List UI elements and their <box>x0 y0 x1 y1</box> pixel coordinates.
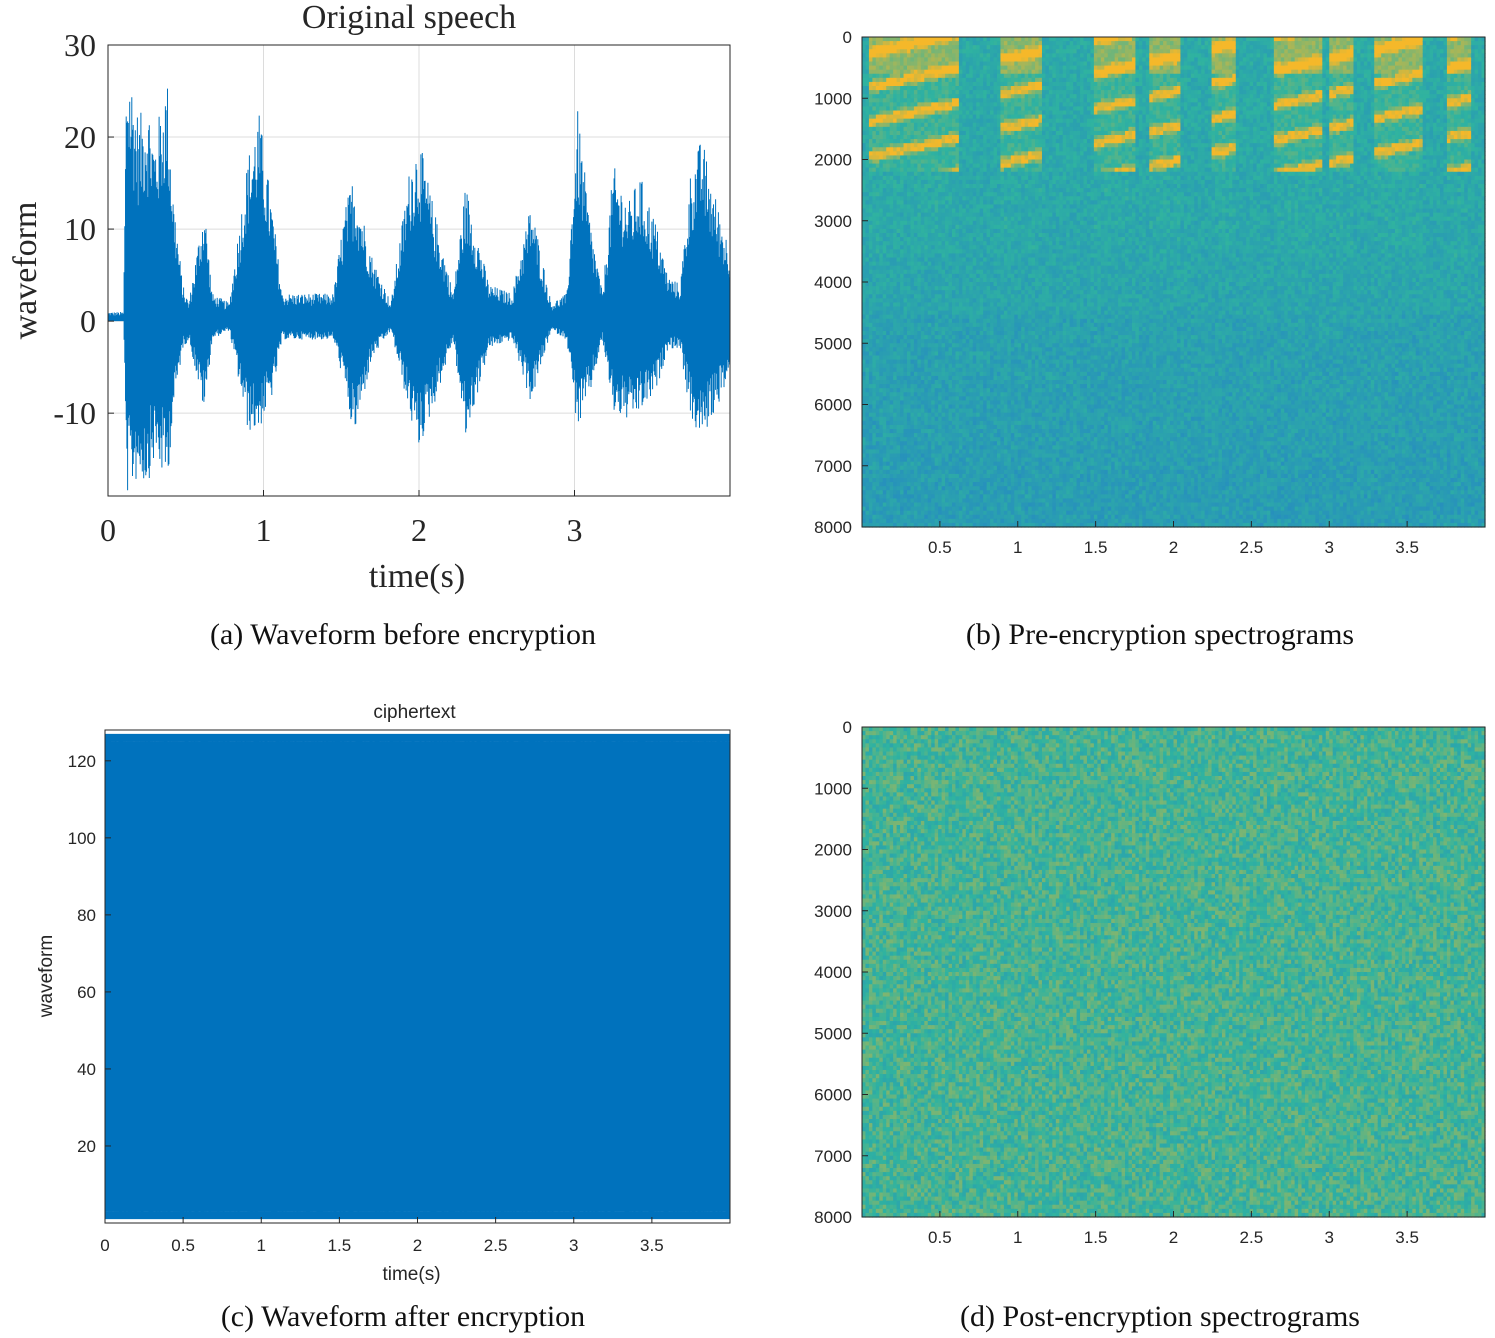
y-tick-label: 60 <box>77 983 96 1002</box>
x-tick-label: 1 <box>256 512 272 548</box>
y-tick-label: 6000 <box>814 1086 852 1105</box>
y-tick-label: 10 <box>64 211 96 247</box>
x-tick-label: 1.5 <box>1084 1228 1108 1247</box>
y-axis-label: waveform <box>36 935 57 1018</box>
x-tick-label: 2 <box>1169 538 1178 557</box>
caption-c: (c) Waveform after encryption <box>221 1300 585 1334</box>
y-tick-label: 30 <box>64 27 96 63</box>
x-tick-label: 0 <box>100 512 116 548</box>
y-tick-label: 8000 <box>814 518 852 537</box>
x-tick-label: 2.5 <box>484 1236 508 1255</box>
x-tick-label: 0.5 <box>928 538 952 557</box>
spectrogram-image <box>862 727 1486 1218</box>
x-tick-label: 3 <box>1325 538 1334 557</box>
y-axis-label: waveform <box>7 202 44 340</box>
y-tick-label: 20 <box>64 119 96 155</box>
x-tick-label: 2 <box>1169 1228 1178 1247</box>
y-tick-label: 80 <box>77 906 96 925</box>
caption-d: (d) Post-encryption spectrograms <box>960 1300 1360 1334</box>
caption-b: (b) Pre-encryption spectrograms <box>966 618 1354 652</box>
ciphertext-body <box>105 742 730 1212</box>
y-tick-label: 2000 <box>814 151 852 170</box>
x-tick-label: 2.5 <box>1240 538 1264 557</box>
x-axis-label: time(s) <box>382 1264 440 1285</box>
y-tick-label: 7000 <box>814 1147 852 1166</box>
y-tick-label: 2000 <box>814 841 852 860</box>
x-tick-label: 2 <box>413 1236 422 1255</box>
x-tick-label: 1 <box>257 1236 266 1255</box>
y-tick-label: 0 <box>843 718 852 737</box>
y-tick-label: 120 <box>68 752 96 771</box>
y-tick-label: 3000 <box>814 902 852 921</box>
y-tick-label: 0 <box>843 28 852 47</box>
y-tick-label: 8000 <box>814 1208 852 1227</box>
x-tick-label: 3.5 <box>640 1236 664 1255</box>
x-tick-label: 1.5 <box>1084 538 1108 557</box>
y-tick-label: 6000 <box>814 396 852 415</box>
x-tick-label: 3 <box>1325 1228 1334 1247</box>
chart-b: 0.5 1 1.5 2 2.5 3 3.5 0 1000 2000 3000 4000 5000 6000… <box>745 0 1495 610</box>
y-tick-label: 100 <box>68 829 96 848</box>
x-tick-label: 2 <box>411 512 427 548</box>
chart-title: ciphertext <box>373 702 456 723</box>
y-tick-label: 1000 <box>814 89 852 108</box>
x-tick-label: 0 <box>100 1236 109 1255</box>
y-tick-label: -10 <box>53 395 96 431</box>
x-tick-label: 3.5 <box>1395 538 1419 557</box>
chart-a: 0 1 2 3 30 20 10 0 -10 Original speech time(s) wave… <box>0 0 750 610</box>
y-tick-label: 40 <box>77 1060 96 1079</box>
chart-c: 0 0.5 1 1.5 2 2.5 3 3.5 120 100 80 60 40 20 ciphertext… <box>0 690 750 1295</box>
y-tick-label: 4000 <box>814 963 852 982</box>
y-tick-label: 20 <box>77 1137 96 1156</box>
y-tick-label: 4000 <box>814 273 852 292</box>
y-tick-label: 7000 <box>814 457 852 476</box>
y-tick-label: 5000 <box>814 334 852 353</box>
x-tick-label: 3 <box>567 512 583 548</box>
y-tick-label: 5000 <box>814 1024 852 1043</box>
y-tick-label: 1000 <box>814 779 852 798</box>
x-tick-label: 1.5 <box>328 1236 352 1255</box>
x-tick-label: 3.5 <box>1395 1228 1419 1247</box>
x-tick-label: 3 <box>569 1236 578 1255</box>
x-tick-label: 1 <box>1013 1228 1022 1247</box>
spectrogram-image <box>862 37 1486 528</box>
caption-a: (a) Waveform before encryption <box>210 618 596 652</box>
x-tick-label: 2.5 <box>1240 1228 1264 1247</box>
x-tick-label: 1 <box>1013 538 1022 557</box>
y-tick-label: 0 <box>80 303 96 339</box>
x-tick-label: 0.5 <box>171 1236 195 1255</box>
chart-title: Original speech <box>302 0 516 36</box>
y-tick-label: 3000 <box>814 212 852 231</box>
chart-d: 0.5 1 1.5 2 2.5 3 3.5 0 1000 2000 3000 4000 5000 6000… <box>745 690 1495 1295</box>
x-axis-label: time(s) <box>369 558 465 595</box>
x-tick-label: 0.5 <box>928 1228 952 1247</box>
